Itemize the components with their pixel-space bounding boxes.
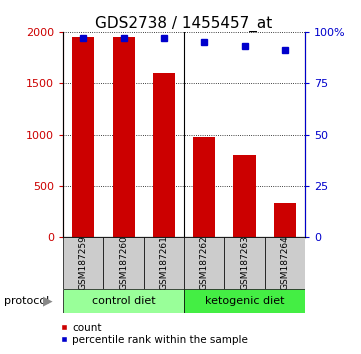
Text: GSM187263: GSM187263 [240, 235, 249, 290]
Text: GSM187262: GSM187262 [200, 235, 209, 290]
Text: GSM187261: GSM187261 [160, 235, 169, 290]
Legend: count, percentile rank within the sample: count, percentile rank within the sample [56, 318, 252, 349]
FancyBboxPatch shape [104, 237, 144, 289]
Text: protocol: protocol [4, 296, 49, 306]
Text: ketogenic diet: ketogenic diet [205, 296, 284, 306]
Bar [72, 37, 95, 237]
Text: control diet: control diet [92, 296, 156, 306]
Bar [274, 203, 296, 237]
Bar [193, 137, 216, 237]
Bar [234, 155, 256, 237]
Text: GSM187264: GSM187264 [280, 235, 290, 290]
Title: GDS2738 / 1455457_at: GDS2738 / 1455457_at [96, 16, 273, 32]
FancyBboxPatch shape [265, 237, 305, 289]
FancyBboxPatch shape [63, 289, 184, 313]
Text: ▶: ▶ [43, 295, 53, 307]
Text: GSM187260: GSM187260 [119, 235, 128, 290]
Bar [113, 37, 135, 237]
FancyBboxPatch shape [63, 237, 104, 289]
Text: GSM187259: GSM187259 [79, 235, 88, 290]
FancyBboxPatch shape [225, 237, 265, 289]
Bar [153, 73, 175, 237]
FancyBboxPatch shape [184, 237, 225, 289]
FancyBboxPatch shape [144, 237, 184, 289]
FancyBboxPatch shape [184, 289, 305, 313]
